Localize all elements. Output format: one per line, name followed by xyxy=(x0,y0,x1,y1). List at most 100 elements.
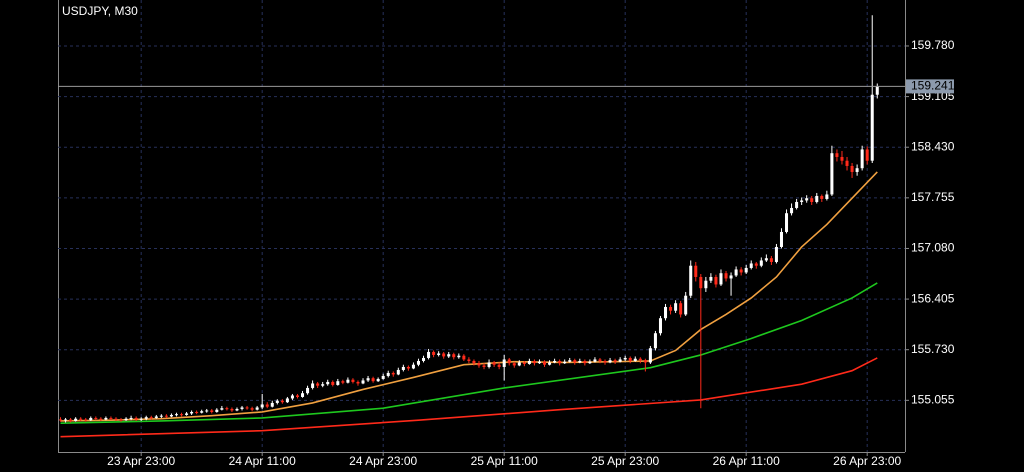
candle-body xyxy=(215,409,219,412)
candle-body xyxy=(815,195,819,202)
candle-body xyxy=(280,400,284,403)
candle-body xyxy=(653,333,657,349)
candle-body xyxy=(638,358,642,361)
candle-body xyxy=(512,363,516,366)
y-tick-label: 159.780 xyxy=(911,38,955,52)
candle-body xyxy=(805,198,809,201)
candle-body xyxy=(230,408,234,411)
candle-body xyxy=(245,407,249,409)
candle-body xyxy=(149,417,153,419)
candle-body xyxy=(764,258,768,261)
candle-body xyxy=(850,165,854,172)
candle-body xyxy=(265,404,269,407)
candle-body xyxy=(301,393,305,397)
candle-body xyxy=(532,360,536,364)
y-tick-label: 155.730 xyxy=(911,342,955,356)
candle-body xyxy=(351,379,355,382)
candle-body xyxy=(598,359,602,361)
candle-body xyxy=(739,269,743,273)
candle-body xyxy=(593,359,597,362)
candle-body xyxy=(366,378,370,381)
candle-body xyxy=(860,149,864,169)
candle-body xyxy=(386,372,390,376)
candle-body xyxy=(260,404,264,408)
candle-body xyxy=(502,359,506,367)
y-tick-label: 158.430 xyxy=(911,139,955,153)
candle-body xyxy=(119,419,123,421)
candle-body xyxy=(64,419,68,421)
candle-body xyxy=(563,361,567,364)
candle-body xyxy=(573,360,577,363)
candle-body xyxy=(190,411,194,414)
candle-body xyxy=(870,94,874,161)
candle-body xyxy=(89,417,93,421)
candle-body xyxy=(467,359,471,361)
candle-body xyxy=(754,263,758,266)
candle-body xyxy=(396,369,400,375)
candle-body xyxy=(159,415,163,417)
candle-body xyxy=(336,381,340,385)
candle-body xyxy=(371,378,375,382)
price-label-bg xyxy=(906,79,954,94)
candle-body xyxy=(618,359,622,362)
candle-body xyxy=(472,360,476,364)
candle-body xyxy=(704,280,708,289)
candle-body xyxy=(492,362,496,365)
candle-body xyxy=(588,361,592,364)
x-tick-label: 26 Apr 11:00 xyxy=(713,454,780,468)
candle-body xyxy=(376,378,380,382)
moving-average-line xyxy=(60,357,878,438)
candle-body xyxy=(623,357,627,360)
candle-body xyxy=(341,381,345,383)
candle-body xyxy=(865,149,869,161)
candle-body xyxy=(391,372,395,375)
candle-body xyxy=(285,398,289,403)
candle-body xyxy=(401,366,405,370)
candle-body xyxy=(99,418,103,420)
y-tick-label: 157.080 xyxy=(911,241,955,255)
moving-average-line xyxy=(60,282,878,425)
y-tick-label: 156.405 xyxy=(911,291,955,305)
candle-body xyxy=(306,387,310,394)
candle-body xyxy=(855,168,859,172)
candle-body xyxy=(628,357,632,361)
candle-body xyxy=(114,418,118,420)
candle-body xyxy=(84,419,88,421)
candle-body xyxy=(699,276,703,289)
candle-body xyxy=(235,408,239,411)
candle-body xyxy=(104,417,108,420)
candle-body xyxy=(422,357,426,361)
candle-body xyxy=(679,303,683,315)
candle-body xyxy=(109,417,113,419)
candle-body xyxy=(548,362,552,365)
candle-body xyxy=(452,354,456,358)
x-tick-label: 24 Apr 23:00 xyxy=(349,454,417,468)
candle-body xyxy=(477,363,481,366)
candle-body xyxy=(270,402,274,407)
plot xyxy=(58,15,905,438)
chart-title: USDJPY, M30 xyxy=(62,4,138,18)
candle-body xyxy=(240,407,244,409)
candle-body xyxy=(321,384,325,386)
candle-body xyxy=(432,351,436,355)
candle-body xyxy=(719,273,723,285)
candle-body xyxy=(734,269,738,276)
candle-body xyxy=(578,360,582,363)
candle-body xyxy=(361,380,365,384)
candle-body xyxy=(487,362,491,367)
candle-body xyxy=(74,418,78,421)
candle-body xyxy=(835,153,839,157)
candle-body xyxy=(774,246,778,262)
candle-body xyxy=(543,361,547,365)
candle-body xyxy=(164,415,168,417)
candle-body xyxy=(875,86,879,95)
candle-body xyxy=(744,267,748,273)
candle-body xyxy=(255,407,259,410)
candle-body xyxy=(800,200,804,202)
candle-body xyxy=(205,410,209,412)
candle-body xyxy=(785,213,789,232)
candle-body xyxy=(442,353,446,357)
candle-body xyxy=(553,360,557,363)
candle-body xyxy=(603,360,607,363)
candle-body xyxy=(316,383,320,386)
